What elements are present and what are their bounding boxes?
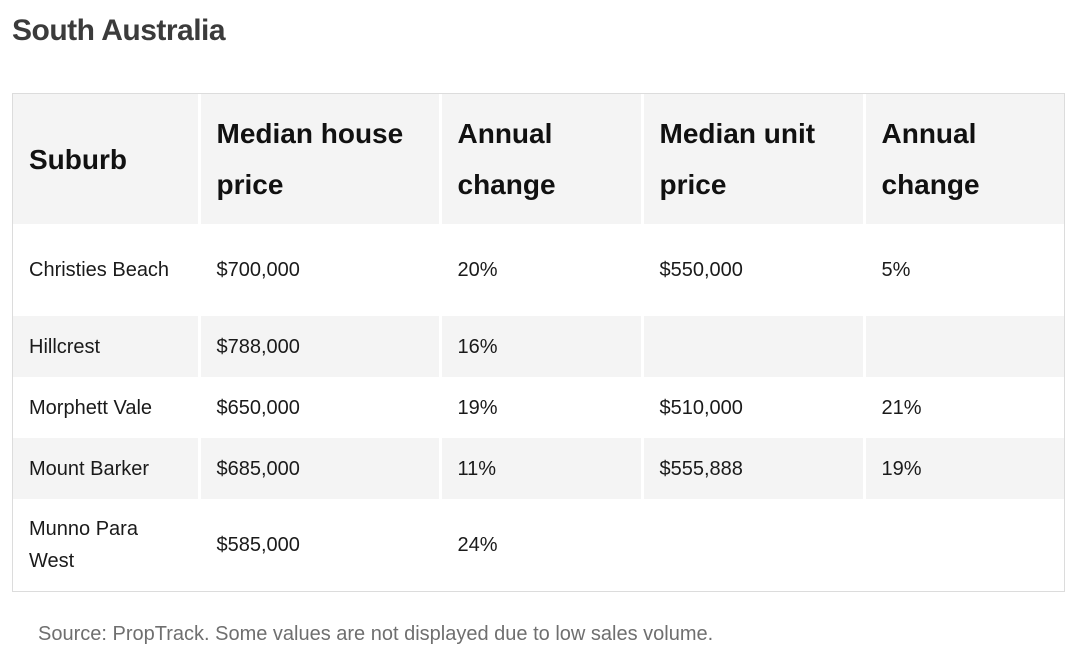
cell-median-unit-price [642, 316, 866, 377]
cell-unit-annual-change: 19% [864, 438, 1064, 499]
cell-house-annual-change: 16% [440, 316, 644, 377]
cell-house-annual-change: 11% [440, 438, 644, 499]
cell-median-house-price: $650,000 [199, 377, 442, 438]
cell-median-unit-price: $510,000 [642, 377, 866, 438]
source-note: Source: PropTrack. Some values are not d… [38, 623, 714, 645]
cell-unit-annual-change: 21% [864, 377, 1064, 438]
cell-median-house-price: $685,000 [199, 438, 442, 499]
cell-median-unit-price: $555,888 [642, 438, 866, 499]
cell-suburb: Mount Barker [13, 438, 201, 499]
data-table-container: Suburb Median house price Annual change … [12, 93, 1065, 592]
cell-median-house-price: $700,000 [199, 224, 442, 316]
cell-median-unit-price: $550,000 [642, 224, 866, 316]
cell-unit-annual-change [864, 316, 1064, 377]
header-house-annual-change: Annual change [440, 94, 644, 224]
table-row: Mount Barker $685,000 11% $555,888 19% [13, 438, 1064, 499]
cell-median-house-price: $585,000 [199, 499, 442, 591]
header-median-house-price: Median house price [199, 94, 442, 224]
cell-suburb: Munno Para West [13, 499, 201, 591]
cell-house-annual-change: 24% [440, 499, 644, 591]
cell-house-annual-change: 19% [440, 377, 644, 438]
cell-suburb: Morphett Vale [13, 377, 201, 438]
cell-unit-annual-change: 5% [864, 224, 1064, 316]
page-title: South Australia [12, 14, 226, 47]
header-unit-annual-change: Annual change [864, 94, 1064, 224]
suburb-price-table: Suburb Median house price Annual change … [13, 94, 1064, 591]
table-row: Christies Beach $700,000 20% $550,000 5% [13, 224, 1064, 316]
header-median-unit-price: Median unit price [642, 94, 866, 224]
cell-median-house-price: $788,000 [199, 316, 442, 377]
cell-house-annual-change: 20% [440, 224, 644, 316]
header-suburb: Suburb [13, 94, 201, 224]
cell-suburb: Christies Beach [13, 224, 201, 316]
table-row: Munno Para West $585,000 24% [13, 499, 1064, 591]
cell-median-unit-price [642, 499, 866, 591]
cell-unit-annual-change [864, 499, 1064, 591]
table-row: Morphett Vale $650,000 19% $510,000 21% [13, 377, 1064, 438]
table-row: Hillcrest $788,000 16% [13, 316, 1064, 377]
table-header-row: Suburb Median house price Annual change … [13, 94, 1064, 224]
cell-suburb: Hillcrest [13, 316, 201, 377]
